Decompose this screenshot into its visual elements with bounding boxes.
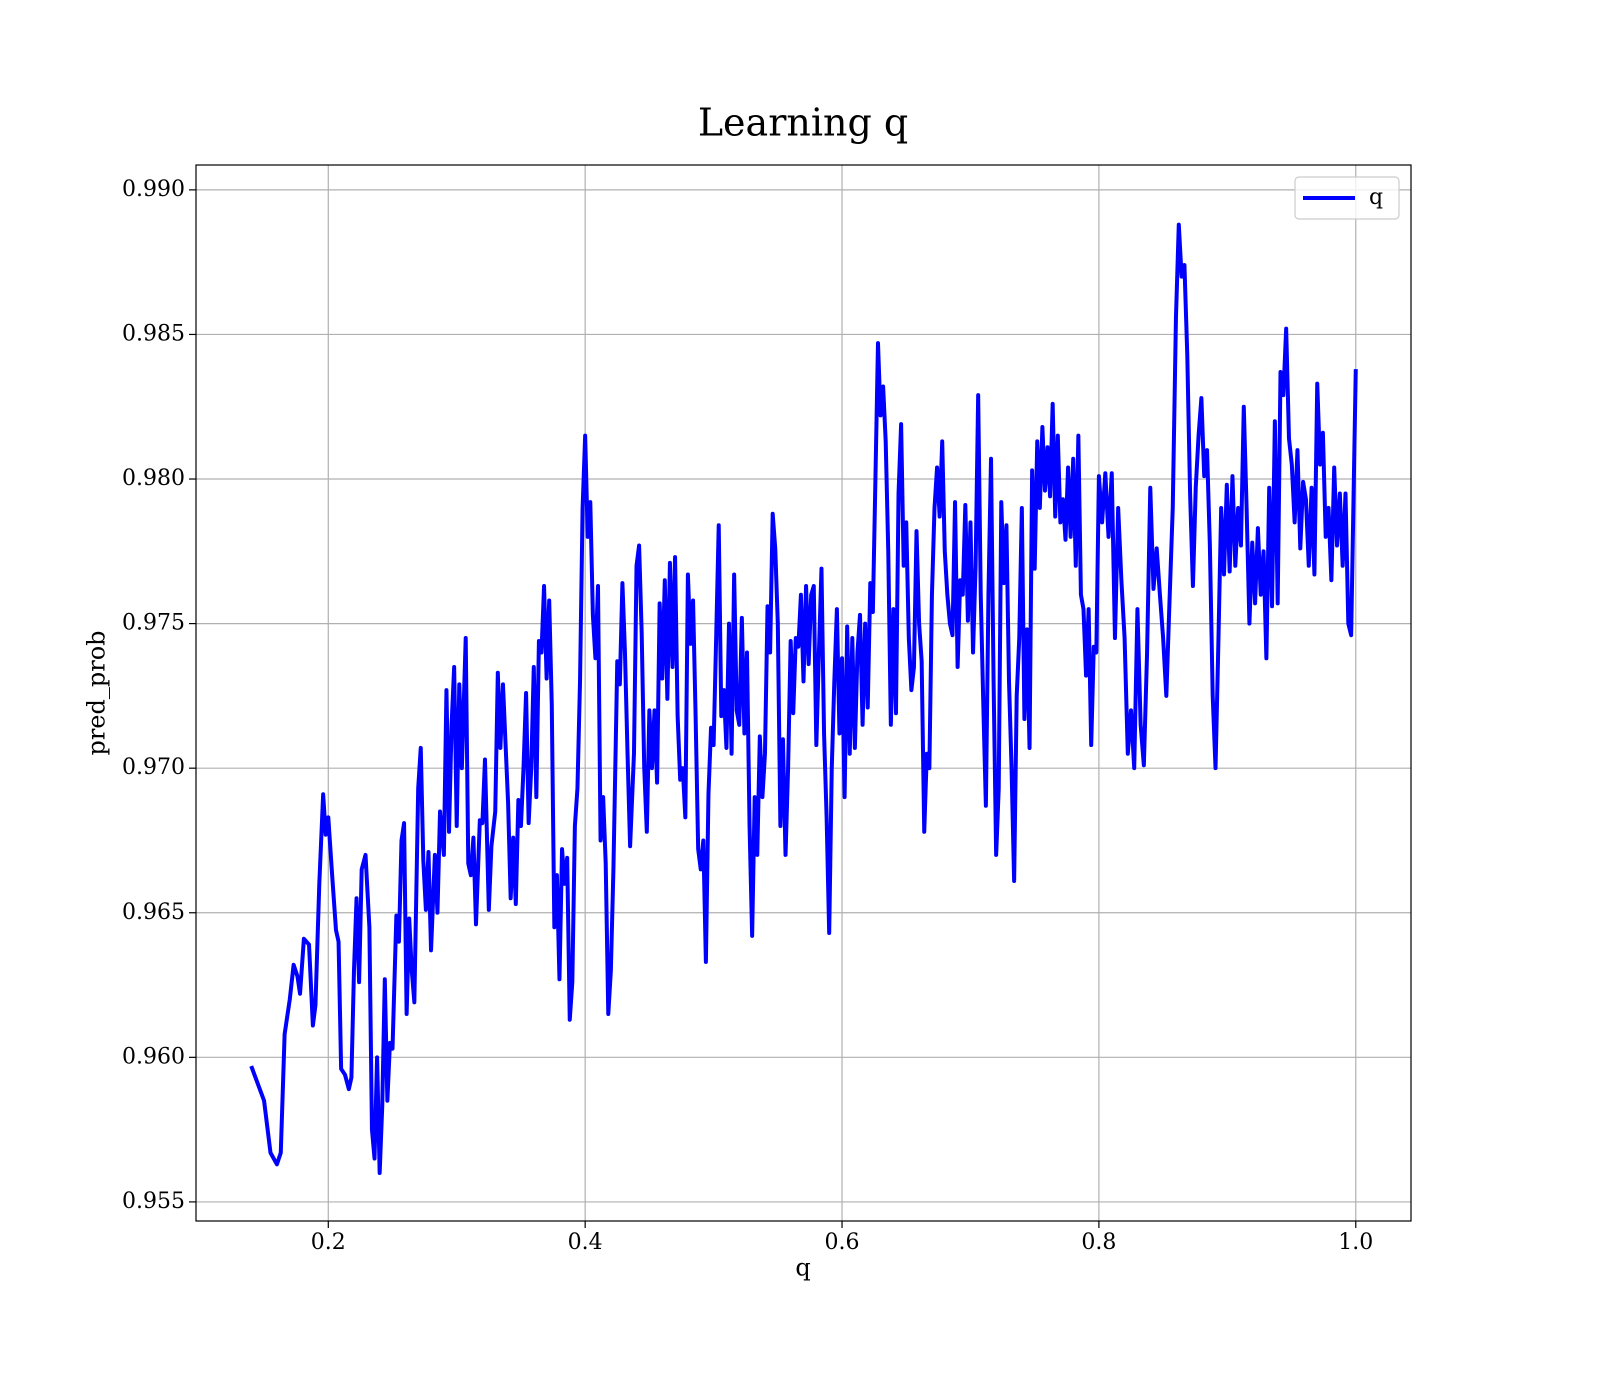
y-tick-label: 0.965 [122,900,185,925]
y-tick-label: 0.960 [122,1044,185,1069]
legend: q [1294,176,1400,220]
chart-title: Learning q [698,101,908,145]
y-tick-label: 0.980 [122,466,185,491]
legend-label: q [1369,185,1383,210]
y-tick-label: 0.990 [122,177,185,202]
x-tick-label: 1.0 [1338,1230,1373,1255]
data-line [249,222,1358,1175]
y-tick-label: 0.970 [122,755,185,780]
x-tick-label: 0.6 [825,1230,860,1255]
x-tick-label: 0.4 [568,1230,603,1255]
y-tick-label: 0.955 [122,1189,185,1214]
y-tick-label: 0.985 [122,321,185,346]
x-tick-label: 0.8 [1081,1230,1116,1255]
x-axis-label: q [795,1254,810,1282]
y-axis-label: pred_prob [83,630,111,755]
y-tick-label: 0.975 [122,611,185,636]
x-tick-label: 0.2 [311,1230,346,1255]
plot-frame [195,164,1412,1222]
